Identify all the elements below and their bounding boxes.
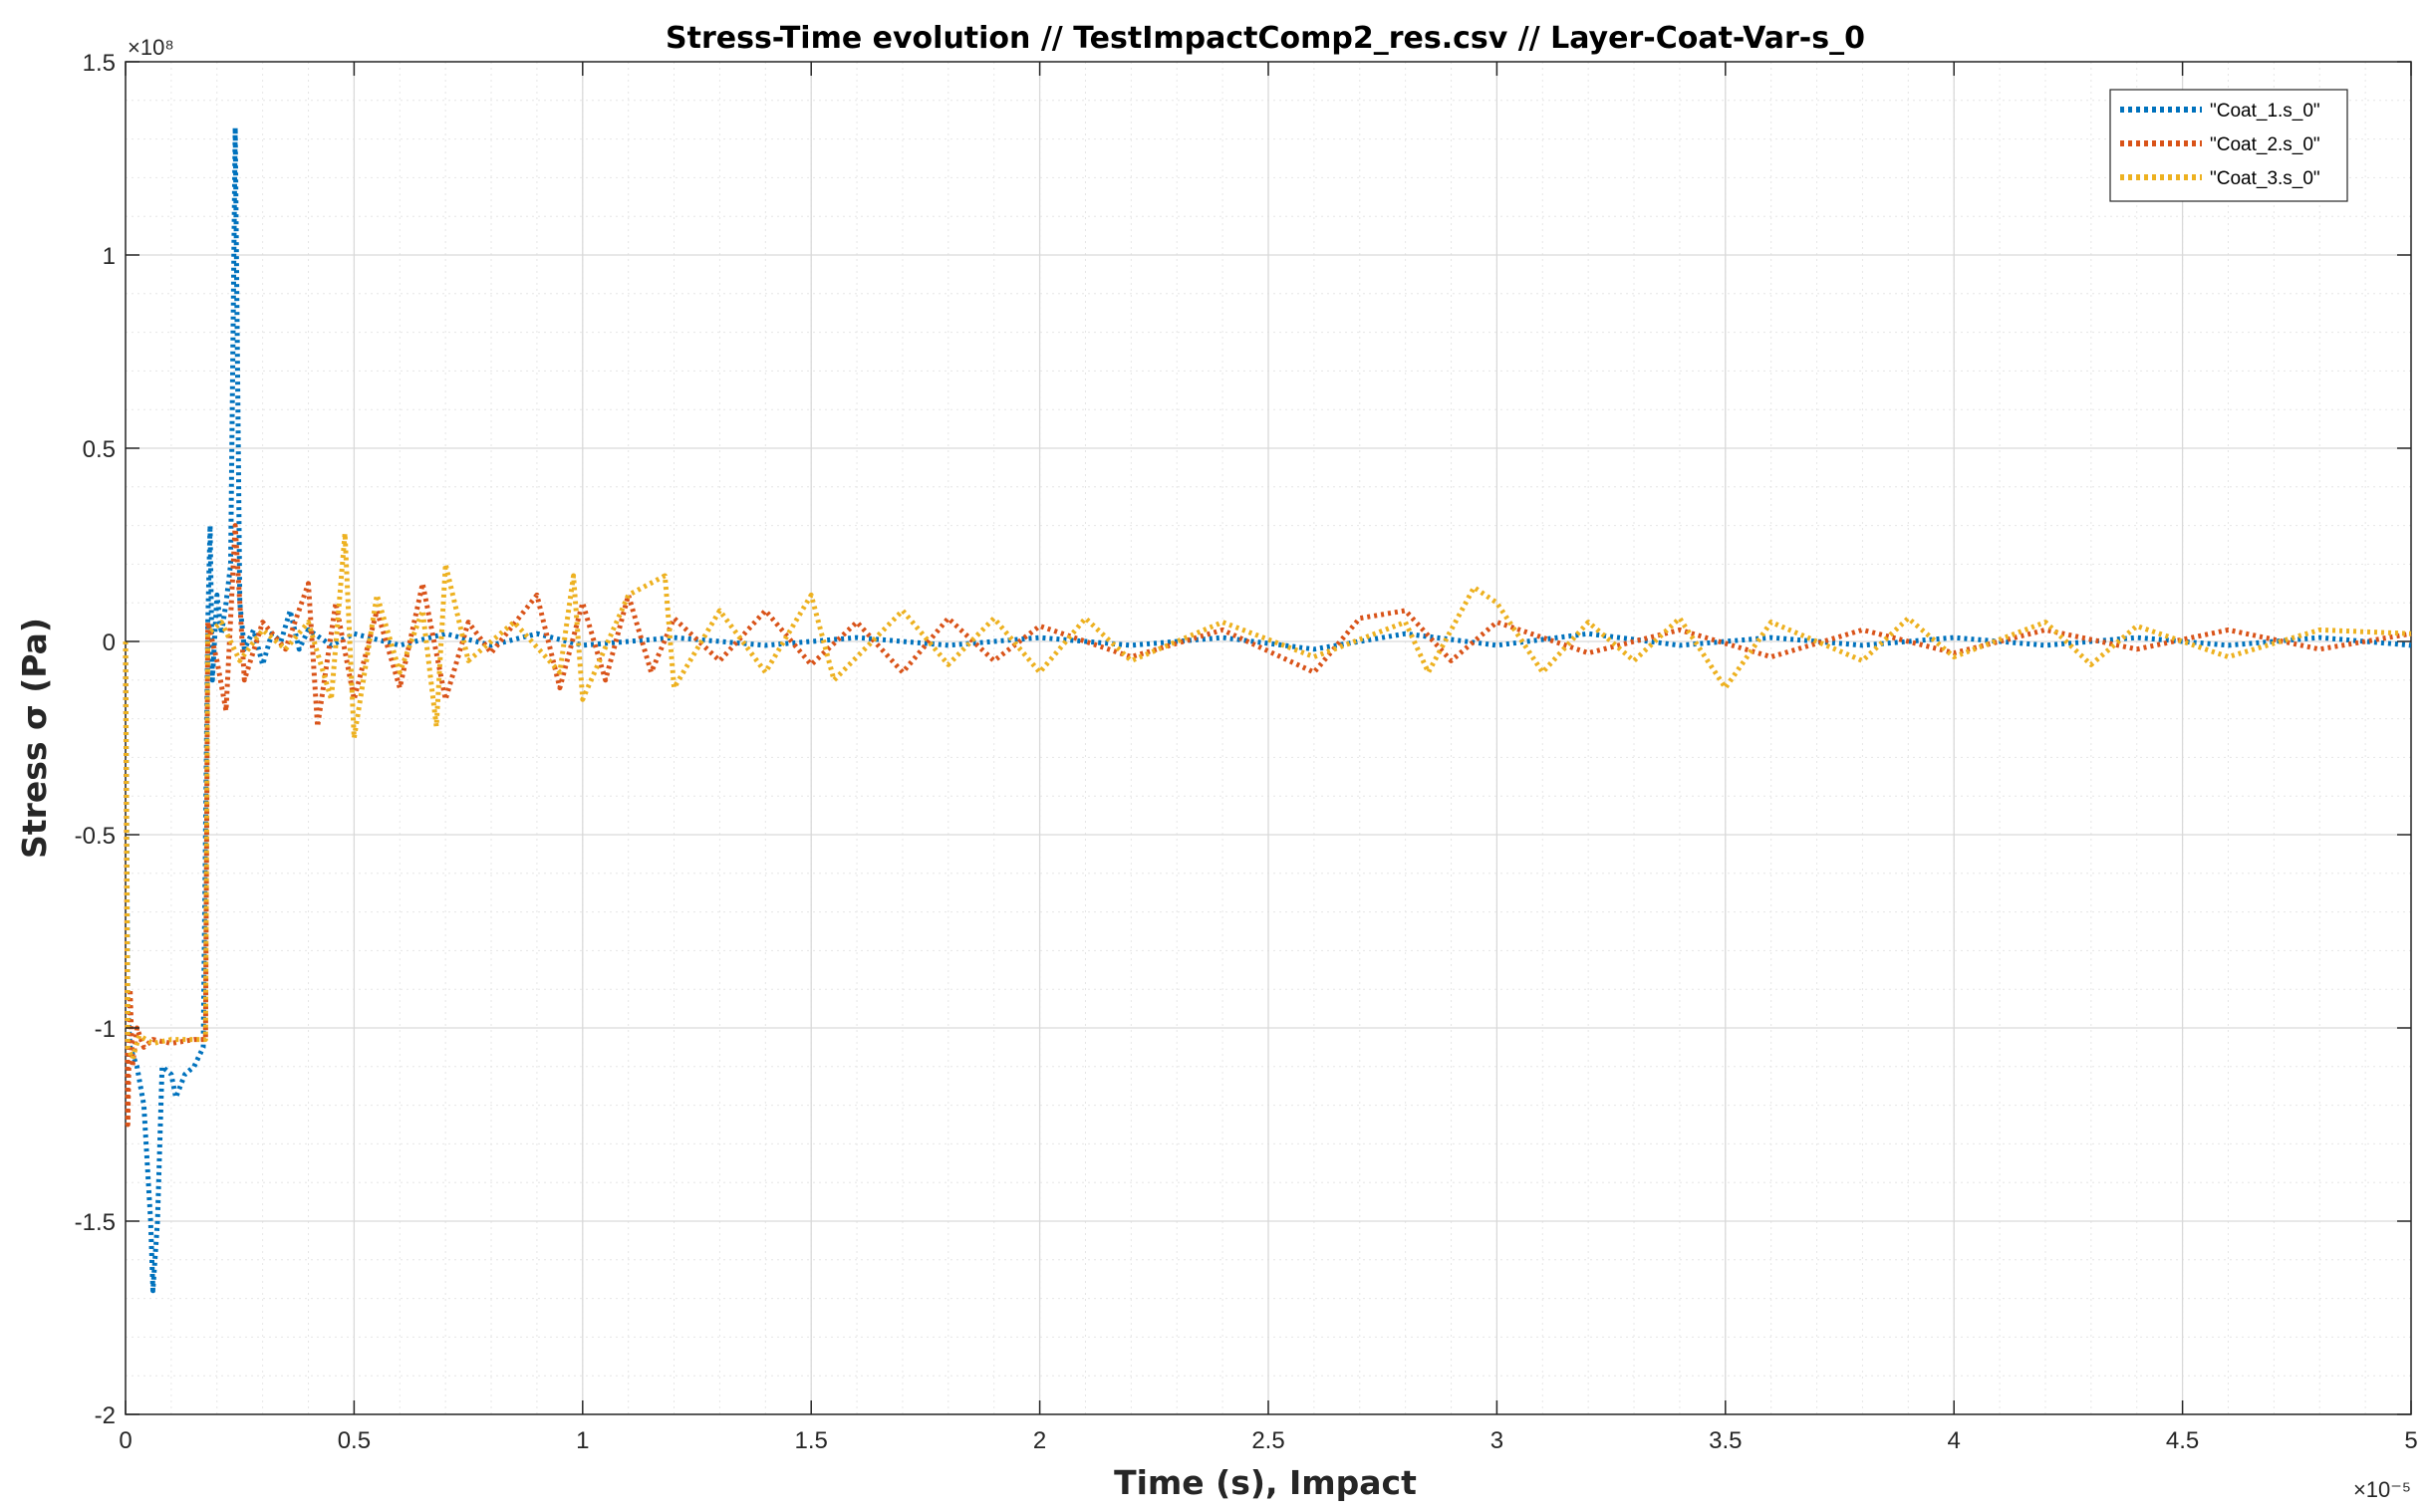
y-tick-label: -0.5	[75, 823, 116, 850]
series-line-3	[123, 530, 2412, 1062]
legend-box	[2109, 89, 2348, 202]
x-tick-label: 5	[2404, 1427, 2417, 1454]
x-tick-label: 2.5	[1251, 1427, 1284, 1454]
y-tick-label: -2	[95, 1402, 116, 1429]
y-tick-label: 1	[103, 243, 116, 270]
y-exponent-label: ×10⁸	[128, 35, 174, 60]
legend-entry: "Coat_1.s_0"	[2210, 101, 2320, 122]
y-tick-label: 0.5	[83, 436, 116, 463]
legend-entry: "Coat_2.s_0"	[2210, 134, 2320, 155]
x-tick-label: 3.5	[1709, 1427, 1742, 1454]
y-tick-label: 0	[103, 630, 116, 656]
x-tick-label: 4	[1948, 1427, 1961, 1454]
x-exponent-label: ×10⁻⁵	[2353, 1477, 2411, 1502]
x-tick-label: 3	[1490, 1427, 1503, 1454]
grid	[125, 61, 2412, 1415]
chart-title: Stress-Time evolution // TestImpactComp2…	[666, 21, 1865, 56]
y-tick-label: -1	[95, 1016, 116, 1043]
legend: "Coat_1.s_0" "Coat_2.s_0" "Coat_3.s_0"	[2109, 89, 2348, 202]
y-tick-label: 1.5	[83, 50, 116, 77]
y-tick-label: -1.5	[75, 1209, 116, 1236]
legend-entry: "Coat_3.s_0"	[2210, 168, 2320, 189]
x-tick-label: 2	[1033, 1427, 1046, 1454]
ticks-group: 0 0.5 1 1.5 2 2.5 3 3.5 4 4.5 5 1.5 1 0.5 0 -0.5 -1 -1.5 -…	[75, 50, 2418, 1454]
y-axis-label: Stress σ (Pa)	[15, 618, 54, 859]
x-tick-label: 1.5	[795, 1427, 828, 1454]
x-tick-label: 0.5	[338, 1427, 371, 1454]
x-tick-label: 0	[119, 1427, 132, 1454]
x-tick-label: 1	[576, 1427, 589, 1454]
series-group	[123, 125, 2412, 1294]
x-tick-label: 4.5	[2166, 1427, 2199, 1454]
series-line-1	[123, 125, 2412, 1294]
x-axis-label: Time (s), Impact	[1114, 1463, 1417, 1502]
